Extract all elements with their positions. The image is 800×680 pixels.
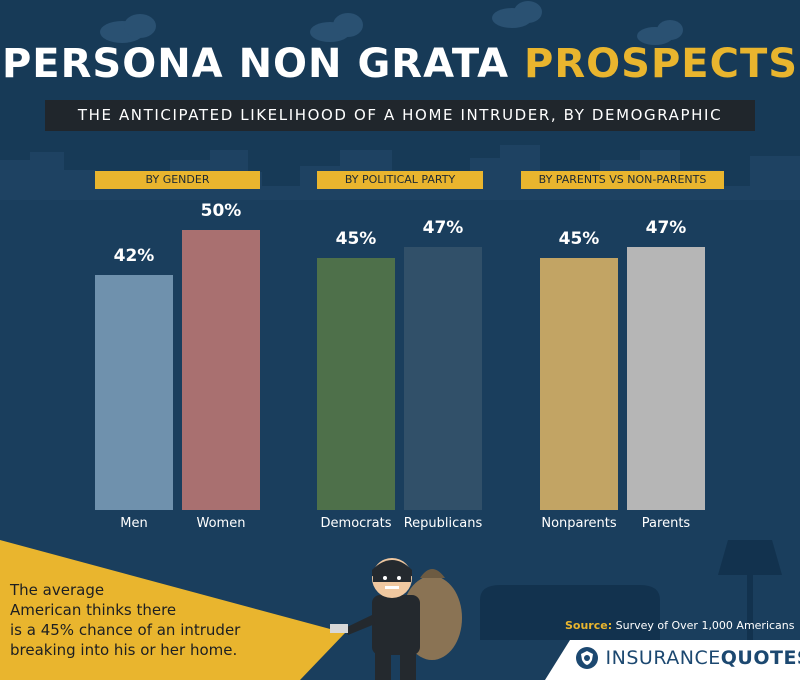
logo-part1: INSURANCE (605, 647, 721, 669)
bar (182, 230, 260, 510)
title-white: PERSONA NON GRATA (1, 41, 510, 87)
value-label: 42% (113, 245, 155, 266)
title-yellow: PROSPECTS (524, 41, 799, 87)
value-label: 45% (558, 229, 600, 249)
category-label: Democrats (320, 516, 392, 531)
source-text: Survey of Over 1,000 Americans (615, 619, 795, 632)
value-label: 47% (645, 217, 687, 238)
page-subtitle: THE ANTICIPATED LIKELIHOOD OF A HOME INT… (45, 100, 755, 131)
flashlight-beam (0, 540, 345, 680)
burglar-illustration (330, 558, 462, 680)
group-label: BY POLITICAL PARTY (317, 171, 483, 189)
logo-banner (545, 640, 800, 680)
bar (95, 274, 173, 510)
value-label: 45% (335, 229, 377, 249)
note-line: is a 45% chance of an intruder (10, 621, 241, 639)
source-credit: Source: Survey of Over 1,000 Americans (565, 619, 795, 632)
value-label: 47% (422, 217, 464, 238)
shield-logo-icon (576, 647, 598, 669)
logo: INSURANCEQUOTES (575, 645, 800, 671)
category-label: Republicans (403, 516, 483, 531)
lamp-icon (718, 540, 782, 640)
category-label: Women (196, 516, 246, 531)
bar (540, 258, 618, 510)
bar (317, 258, 395, 510)
source-label: Source: (565, 619, 613, 632)
cloud-icons (100, 1, 683, 45)
category-label: Men (120, 516, 148, 531)
group-label: BY PARENTS VS NON-PARENTS (521, 171, 724, 189)
logo-text: INSURANCEQUOTES (599, 647, 800, 669)
couch-shape (480, 585, 660, 640)
category-label: Nonparents (541, 516, 617, 531)
bar (404, 246, 482, 510)
page-title: PERSONA NON GRATA PROSPECTS (0, 44, 800, 84)
category-label: Parents (641, 516, 691, 531)
survey-note: The average American thinks there is a 4… (10, 580, 310, 660)
logo-part2: QUOTES (720, 647, 800, 669)
note-line: breaking into his or her home. (10, 641, 238, 659)
bar (627, 246, 705, 510)
value-label: 50% (200, 201, 242, 221)
note-line: The average (10, 581, 105, 599)
note-line: American thinks there (10, 601, 177, 619)
group-label: BY GENDER (95, 171, 260, 189)
